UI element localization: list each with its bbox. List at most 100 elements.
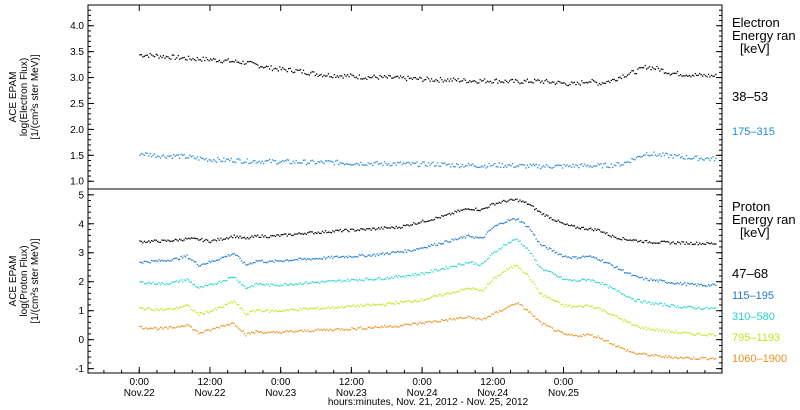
- data-point: [320, 73, 322, 76]
- data-point: [675, 155, 677, 157]
- data-point: [345, 328, 347, 330]
- data-point: [629, 321, 632, 324]
- data-point: [601, 82, 604, 84]
- data-point: [541, 166, 543, 168]
- data-point: [339, 279, 341, 281]
- data-point: [201, 263, 203, 266]
- data-point: [516, 198, 518, 200]
- data-point: [363, 255, 365, 257]
- data-point: [447, 164, 449, 166]
- data-point: [447, 320, 449, 322]
- data-point: [606, 340, 608, 342]
- data-point: [411, 78, 414, 80]
- data-point: [691, 307, 693, 309]
- data-point: [603, 340, 605, 342]
- data-point: [327, 160, 330, 162]
- data-point: [560, 164, 562, 167]
- data-point: [258, 309, 260, 311]
- data-point: [156, 54, 159, 56]
- data-point: [308, 308, 310, 310]
- data-point: [591, 166, 593, 168]
- data-point: [432, 80, 434, 82]
- data-point: [308, 231, 310, 233]
- data-point: [575, 256, 577, 258]
- data-point: [464, 287, 467, 290]
- data-point: [210, 58, 212, 60]
- data-point: [544, 80, 546, 82]
- data-point: [572, 305, 574, 307]
- data-point: [588, 279, 590, 281]
- data-point: [139, 307, 141, 309]
- data-point: [407, 224, 409, 226]
- data-point: [288, 159, 290, 161]
- data-point: [143, 283, 145, 285]
- data-point: [404, 225, 406, 227]
- data-point: [545, 79, 548, 81]
- data-point: [414, 162, 416, 164]
- data-point: [400, 324, 402, 327]
- data-point: [151, 327, 153, 329]
- data-point: [504, 221, 506, 224]
- data-point: [430, 78, 433, 80]
- data-point: [525, 308, 527, 311]
- data-point: [189, 306, 191, 308]
- data-point: [619, 291, 621, 294]
- data-point: [566, 256, 568, 258]
- data-point: [674, 356, 676, 358]
- data-point: [162, 154, 165, 156]
- data-point: [656, 328, 658, 330]
- data-point: [336, 280, 338, 282]
- data-point: [212, 58, 215, 60]
- data-point: [538, 164, 540, 166]
- data-point: [198, 265, 200, 267]
- data-point: [305, 330, 307, 333]
- data-point: [712, 333, 714, 335]
- data-point: [302, 69, 305, 71]
- data-point: [238, 61, 240, 63]
- data-point: [187, 324, 190, 326]
- x-tick-label: 12:00: [339, 377, 364, 388]
- data-point: [451, 292, 453, 294]
- data-point: [245, 287, 247, 290]
- data-point: [276, 331, 278, 333]
- data-point: [168, 326, 170, 328]
- data-point: [352, 256, 355, 258]
- data-point: [486, 283, 489, 285]
- data-point: [433, 320, 436, 322]
- data-point: [554, 83, 556, 85]
- data-point: [612, 344, 614, 346]
- data-point: [609, 262, 611, 264]
- data-point: [651, 66, 654, 68]
- data-point: [321, 230, 324, 232]
- data-point: [338, 76, 340, 78]
- data-point: [354, 328, 356, 330]
- data-point: [575, 84, 577, 86]
- data-point: [201, 312, 203, 314]
- data-point: [525, 167, 527, 169]
- data-point: [316, 257, 318, 260]
- data-point: [242, 60, 244, 62]
- data-point: [576, 280, 579, 283]
- data-point: [413, 162, 415, 164]
- data-point: [218, 158, 221, 161]
- data-point: [637, 298, 639, 301]
- data-point: [345, 228, 347, 230]
- data-point: [370, 77, 372, 79]
- data-point: [503, 81, 505, 84]
- data-point: [470, 261, 472, 263]
- data-point: [414, 299, 416, 302]
- data-point: [202, 157, 204, 160]
- data-point: [349, 329, 352, 331]
- data-point: [407, 75, 409, 77]
- data-point: [609, 285, 611, 287]
- data-point: [495, 311, 497, 313]
- data-point: [582, 82, 584, 84]
- data-point: [650, 354, 652, 357]
- data-point: [488, 162, 490, 165]
- data-point: [314, 163, 316, 165]
- data-point: [609, 167, 611, 169]
- data-point: [436, 217, 439, 219]
- data-point: [348, 76, 350, 78]
- data-point: [682, 283, 685, 285]
- data-point: [632, 298, 634, 300]
